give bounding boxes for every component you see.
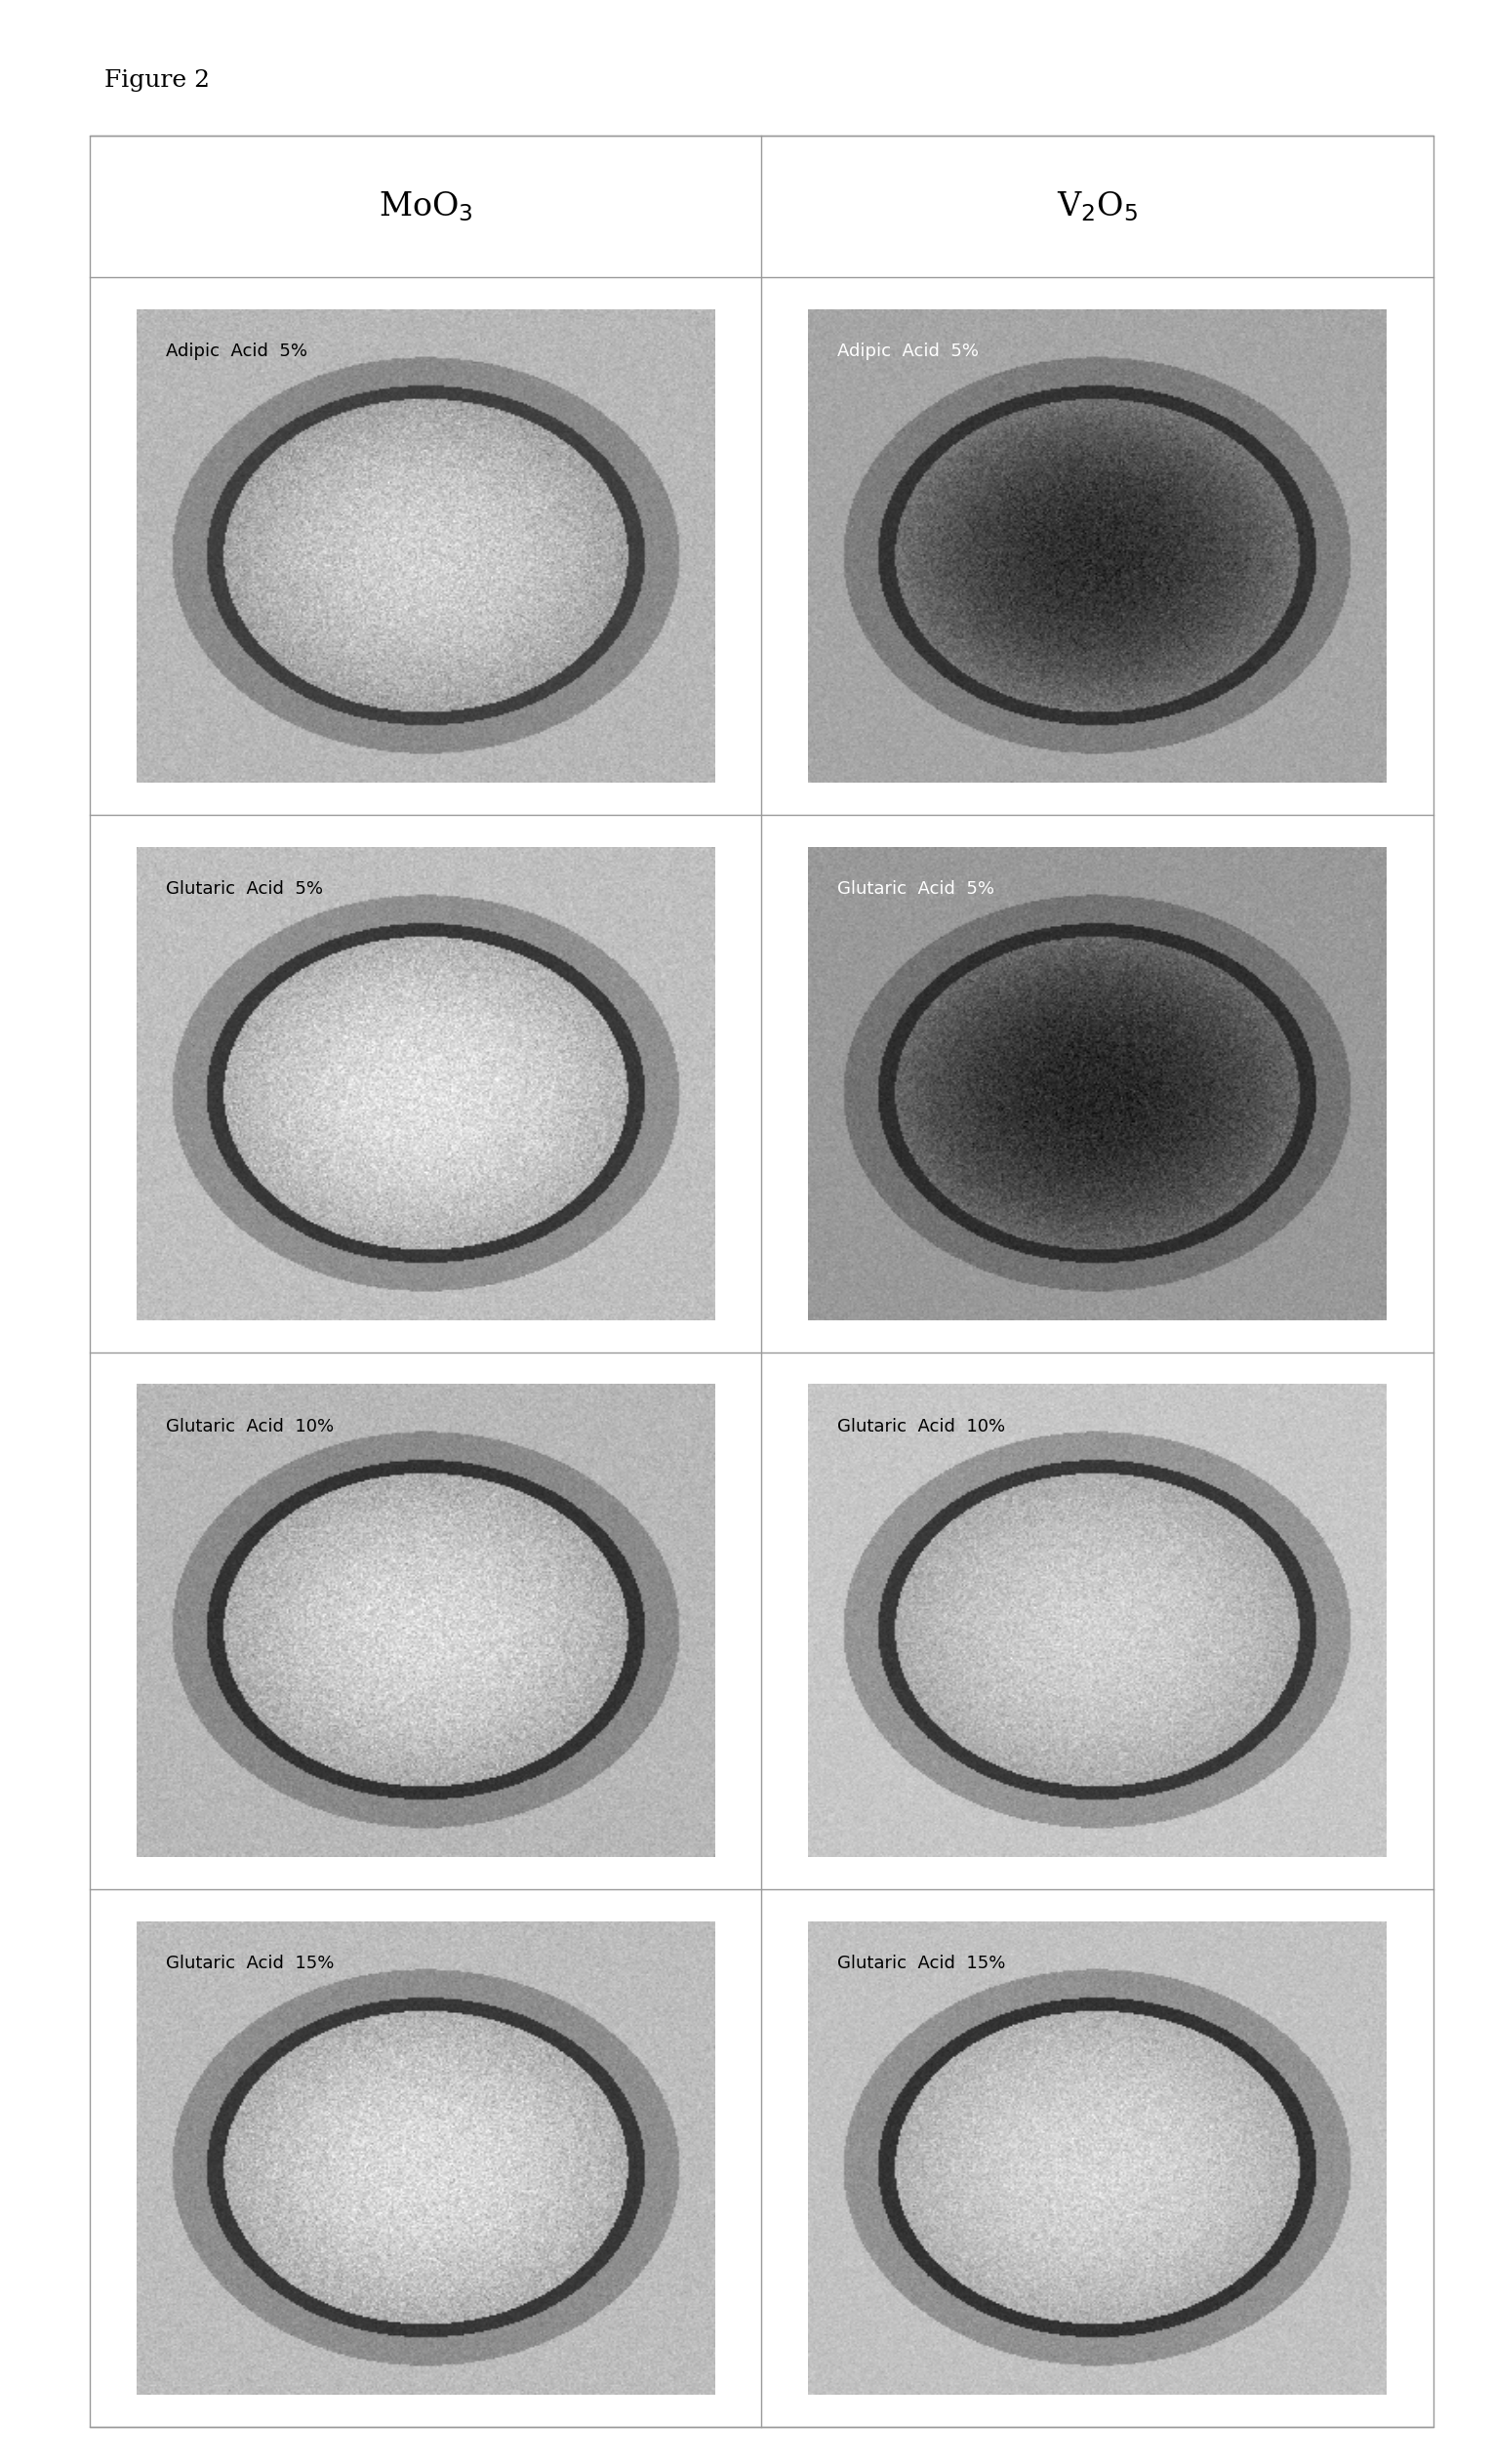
Text: Glutaric  Acid  15%: Glutaric Acid 15%	[166, 1954, 334, 1974]
Text: Glutaric  Acid  10%: Glutaric Acid 10%	[166, 1417, 333, 1434]
Text: Adipic  Acid  5%: Adipic Acid 5%	[166, 342, 308, 360]
Text: Glutaric  Acid  15%: Glutaric Acid 15%	[838, 1954, 1006, 1974]
Text: MoO$_3$: MoO$_3$	[378, 190, 473, 224]
Text: Glutaric  Acid  5%: Glutaric Acid 5%	[166, 880, 322, 897]
Text: V$_2$O$_5$: V$_2$O$_5$	[1057, 190, 1138, 224]
Text: Glutaric  Acid  5%: Glutaric Acid 5%	[838, 880, 994, 897]
Text: Glutaric  Acid  10%: Glutaric Acid 10%	[838, 1417, 1005, 1434]
Text: Adipic  Acid  5%: Adipic Acid 5%	[838, 342, 979, 360]
Bar	[90, 136, 1433, 2427]
Text: Figure 2: Figure 2	[105, 69, 211, 91]
